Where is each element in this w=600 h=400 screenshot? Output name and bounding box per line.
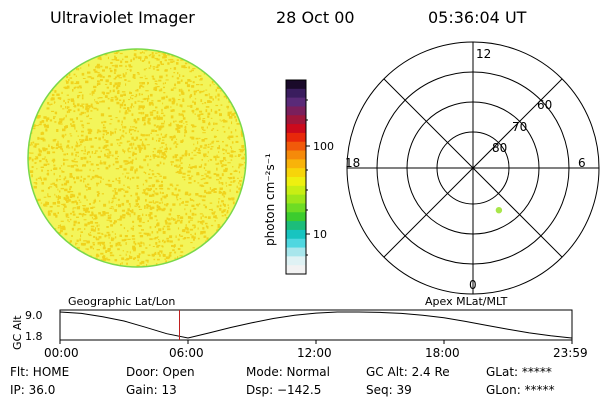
color-bar-segment [286,150,306,160]
color-bar-segment [286,256,306,266]
color-bar-segment [286,212,306,222]
mlt-label-18: 18 [345,156,361,170]
timeline-y-tick-low: 1.8 [25,330,43,343]
color-bar-segment [286,194,306,205]
uv-image-disk [27,48,247,268]
instrument-title: Ultraviolet Imager [50,8,195,27]
color-bar-segment [286,247,306,257]
timeline-right-label: Apex MLat/MLT [425,295,508,308]
timeline-x-tick-2: 12:00 [297,346,332,360]
mlat-label-70: 70 [512,120,528,134]
status-glon: GLon: ***** [486,383,555,397]
timeline-x-tick-0: 00:00 [44,346,79,360]
status-gc-alt: GC Alt: 2.4 Re [366,365,450,379]
color-bar-segment [286,265,306,275]
status-seq: Seq: 39 [366,383,412,397]
timeline-axis-label: GC Alt [11,315,24,350]
mlt-label-12: 12 [476,47,492,61]
color-bar-segment [286,229,306,240]
disk-background [28,49,246,267]
polar-plot [346,41,600,295]
color-bar-segment [286,141,306,152]
color-bar-segment [286,106,306,116]
status-flight: Flt: HOME [10,365,70,379]
color-bar-segment [286,221,306,231]
status-glat: GLat: ***** [486,365,552,379]
color-bar-segment [286,80,306,90]
color-bar-segment [286,238,306,249]
color-bar-segment [286,168,306,178]
time-label: 05:36:04 UT [428,8,527,27]
polar-diagonal-2 [383,78,563,258]
color-bar-segment [286,97,306,108]
timeline-x-tick-4: 23:59 [553,346,588,360]
color-bar-tick-10: 10 [313,228,327,241]
color-bar-segment [286,177,306,187]
timeline-left-label: Geographic Lat/Lon [68,295,176,308]
disk-edge [27,48,247,268]
timeline-x-tick-3: 18:00 [425,346,460,360]
polar-data-point [495,207,503,214]
color-bar-segment [286,88,306,99]
mlt-label-6: 6 [578,156,586,170]
color-bar-segment [286,185,306,196]
timeline-tick-marks [59,340,573,344]
timeline-x-tick-1: 06:00 [169,346,204,360]
status-door: Door: Open [126,365,195,379]
color-bar-segment [286,159,306,169]
color-bar-segment [286,132,306,143]
color-bar-ticks [306,99,310,256]
color-bar-segment [286,124,306,134]
status-dsp: Dsp: −142.5 [246,383,322,397]
color-bar-segment [286,203,306,213]
date-label: 28 Oct 00 [276,8,355,27]
mlat-label-80: 80 [492,141,508,155]
status-mode: Mode: Normal [246,365,330,379]
timeline-y-tick-high: 9.0 [25,309,43,322]
color-bar-frame [285,79,307,275]
mlat-label-60: 60 [537,98,553,112]
color-bar [286,80,306,275]
color-bar-tick-100: 100 [313,140,334,153]
color-bar-unit-label: photon cm⁻²s⁻¹ [263,153,277,246]
status-gain: Gain: 13 [126,383,177,397]
mlt-label-0: 0 [469,278,477,292]
status-ip: IP: 36.0 [10,383,56,397]
altitude-curve [59,311,572,339]
color-bar-segment [286,115,306,125]
